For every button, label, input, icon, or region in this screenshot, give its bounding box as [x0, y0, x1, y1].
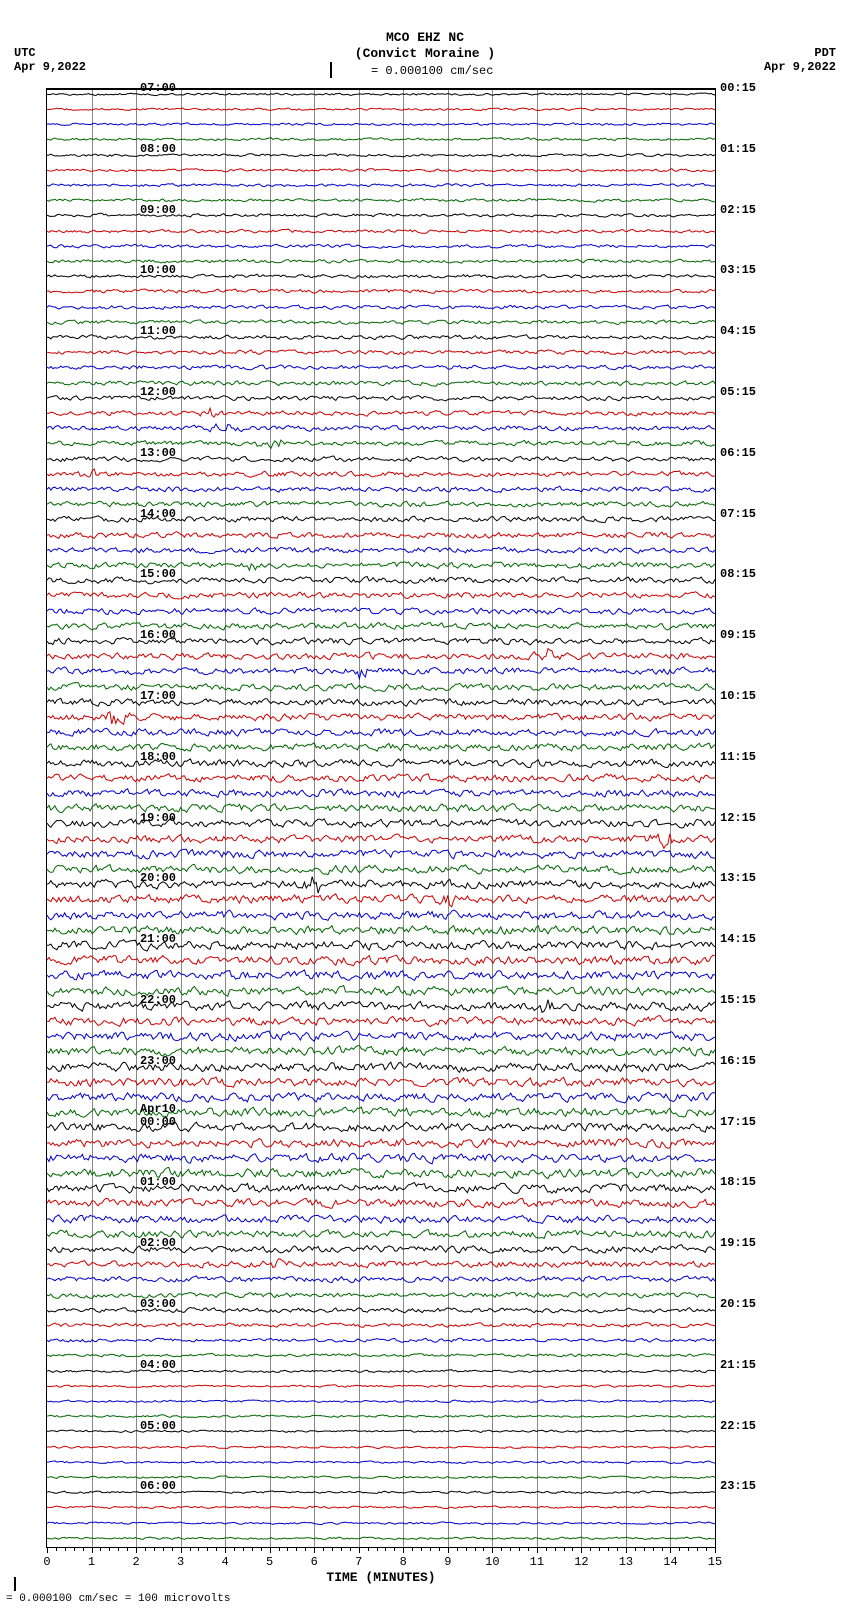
scale-bar-icon: [330, 62, 332, 78]
pdt-hour-label: 04:15: [720, 324, 756, 338]
utc-hour-label: 22:00: [140, 993, 176, 1007]
pdt-date: Apr 9,2022: [764, 60, 836, 74]
pdt-hour-label: 14:15: [720, 932, 756, 946]
pdt-hour-label: 18:15: [720, 1175, 756, 1189]
x-tick-label: 3: [177, 1555, 184, 1569]
utc-hour-label: 05:00: [140, 1419, 176, 1433]
footer-scale-bar-icon: [14, 1577, 16, 1591]
scale-text: = 0.000100 cm/sec: [357, 64, 494, 78]
x-tick-label: 0: [43, 1555, 50, 1569]
pdt-hour-label: 20:15: [720, 1297, 756, 1311]
x-tick-label: 9: [444, 1555, 451, 1569]
utc-hour-label: 01:00: [140, 1175, 176, 1189]
pdt-hour-label: 17:15: [720, 1115, 756, 1129]
pdt-hour-label: 06:15: [720, 446, 756, 460]
pdt-hour-label: 01:15: [720, 142, 756, 156]
utc-hour-label: 12:00: [140, 385, 176, 399]
utc-hour-label: 16:00: [140, 628, 176, 642]
pdt-hour-label: 13:15: [720, 871, 756, 885]
pdt-hour-label: 03:15: [720, 263, 756, 277]
pdt-hour-label: 07:15: [720, 507, 756, 521]
pdt-hour-label: 19:15: [720, 1236, 756, 1250]
utc-hour-label: 20:00: [140, 871, 176, 885]
pdt-hour-label: 02:15: [720, 203, 756, 217]
x-axis-title: TIME (MINUTES): [326, 1570, 435, 1585]
x-tick-label: 2: [132, 1555, 139, 1569]
utc-label: UTC: [14, 46, 36, 60]
pdt-label: PDT: [814, 46, 836, 60]
x-tick-label: 8: [400, 1555, 407, 1569]
utc-date-label: Apr10: [140, 1102, 176, 1116]
utc-hour-label: 02:00: [140, 1236, 176, 1250]
pdt-hour-label: 16:15: [720, 1054, 756, 1068]
pdt-hour-label: 12:15: [720, 811, 756, 825]
pdt-hour-label: 05:15: [720, 385, 756, 399]
utc-hour-label: 17:00: [140, 689, 176, 703]
pdt-hour-label: 23:15: [720, 1479, 756, 1493]
pdt-hour-label: 00:15: [720, 81, 756, 95]
x-tick-label: 6: [311, 1555, 318, 1569]
pdt-hour-label: 15:15: [720, 993, 756, 1007]
utc-hour-label: 00:00: [140, 1115, 176, 1129]
utc-date: Apr 9,2022: [14, 60, 86, 74]
x-tick-label: 1: [88, 1555, 95, 1569]
station-title: MCO EHZ NC: [386, 30, 464, 45]
utc-hour-label: 09:00: [140, 203, 176, 217]
utc-hour-label: 15:00: [140, 567, 176, 581]
utc-hour-label: 23:00: [140, 1054, 176, 1068]
utc-hour-label: 11:00: [140, 324, 176, 338]
x-tick-label: 12: [574, 1555, 588, 1569]
pdt-hour-label: 11:15: [720, 750, 756, 764]
utc-hour-label: 08:00: [140, 142, 176, 156]
utc-hour-label: 04:00: [140, 1358, 176, 1372]
x-tick-label: 15: [708, 1555, 722, 1569]
x-tick-label: 14: [663, 1555, 677, 1569]
utc-hour-label: 13:00: [140, 446, 176, 460]
x-tick-label: 4: [222, 1555, 229, 1569]
location-title: (Convict Moraine ): [355, 46, 495, 61]
x-tick-label: 11: [530, 1555, 544, 1569]
utc-hour-label: 10:00: [140, 263, 176, 277]
pdt-hour-label: 08:15: [720, 567, 756, 581]
utc-hour-label: 21:00: [140, 932, 176, 946]
seismic-trace: [47, 1523, 715, 1553]
x-tick-label: 7: [355, 1555, 362, 1569]
utc-hour-label: 19:00: [140, 811, 176, 825]
x-tick-label: 13: [619, 1555, 633, 1569]
pdt-hour-label: 21:15: [720, 1358, 756, 1372]
footer-scale-text: = 0.000100 cm/sec = 100 microvolts: [6, 1593, 230, 1605]
utc-hour-label: 14:00: [140, 507, 176, 521]
pdt-hour-label: 09:15: [720, 628, 756, 642]
pdt-hour-label: 22:15: [720, 1419, 756, 1433]
x-tick: [715, 1547, 716, 1553]
utc-hour-label: 03:00: [140, 1297, 176, 1311]
x-tick-label: 5: [266, 1555, 273, 1569]
utc-hour-label: 07:00: [140, 81, 176, 95]
x-tick-label: 10: [485, 1555, 499, 1569]
utc-hour-label: 18:00: [140, 750, 176, 764]
pdt-hour-label: 10:15: [720, 689, 756, 703]
utc-hour-label: 06:00: [140, 1479, 176, 1493]
